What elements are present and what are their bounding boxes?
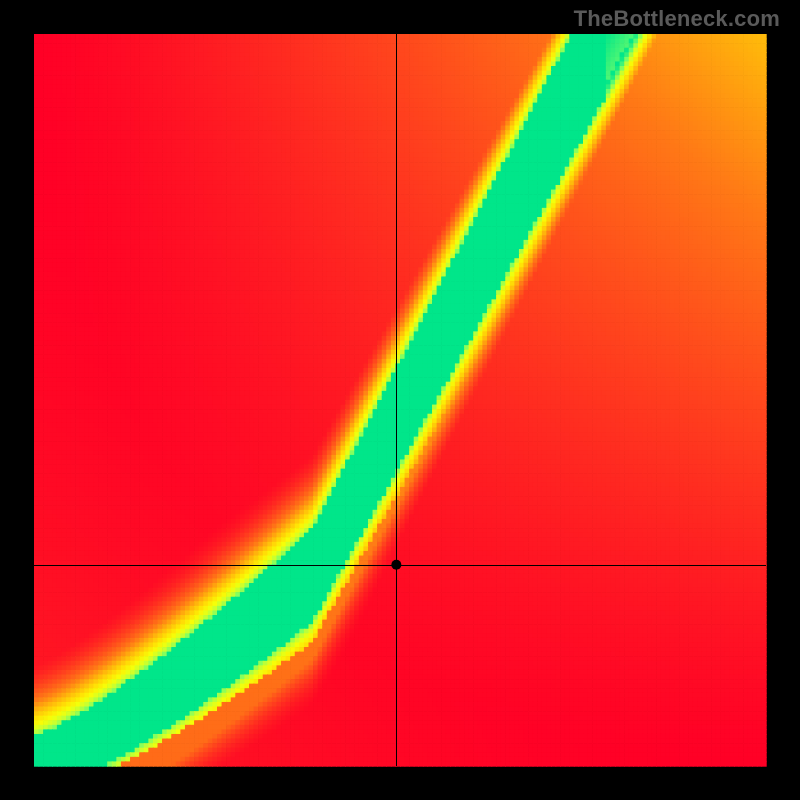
bottleneck-heatmap <box>0 0 800 800</box>
watermark-text: TheBottleneck.com <box>574 6 780 32</box>
chart-container: TheBottleneck.com <box>0 0 800 800</box>
